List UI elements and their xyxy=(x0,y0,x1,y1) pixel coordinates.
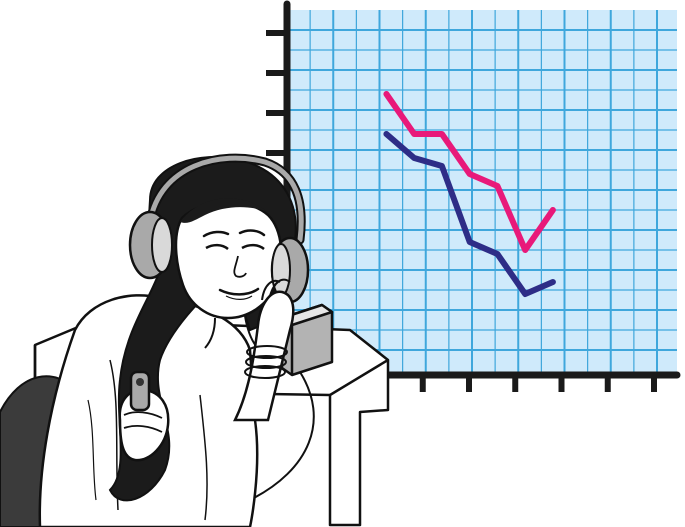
plot-background xyxy=(287,10,677,375)
chart-grid xyxy=(286,10,677,375)
chart-series xyxy=(383,91,556,297)
left-ear-cup xyxy=(128,210,173,280)
response-button xyxy=(129,370,151,412)
bracelets xyxy=(244,345,288,379)
audiometer-box xyxy=(280,303,334,377)
woman-figure xyxy=(38,153,310,527)
